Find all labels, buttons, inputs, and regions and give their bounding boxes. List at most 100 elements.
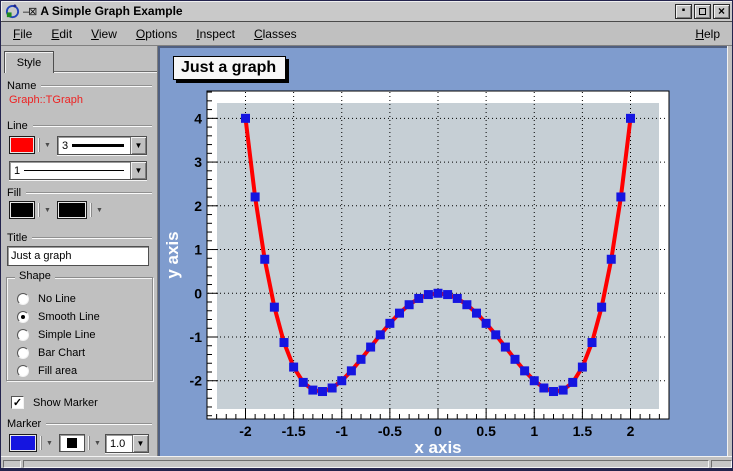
window-right-frame: [727, 46, 732, 456]
radio-icon[interactable]: [17, 293, 29, 305]
marker-size-dropdown-icon[interactable]: ▼: [132, 435, 148, 452]
line-style-combobox[interactable]: 1 ▼: [9, 161, 147, 180]
y-tick-label: 2: [194, 198, 202, 214]
shape-option-label: Simple Line: [38, 329, 96, 341]
data-marker: [250, 192, 260, 202]
data-marker: [481, 318, 491, 328]
close-button[interactable]: ×: [713, 3, 730, 19]
x-tick-label: 0: [434, 423, 442, 439]
menu-item-view[interactable]: View: [91, 26, 117, 41]
menu-item-inspect[interactable]: Inspect: [196, 26, 235, 41]
line-color-dropdown-icon[interactable]: ▼: [39, 138, 53, 152]
data-marker: [577, 362, 587, 372]
x-tick-label: -0.5: [378, 423, 402, 439]
x-tick-label: 2: [627, 423, 635, 439]
shape-groupbox: Shape No Line Smooth Line Simple Line Bar C…: [6, 270, 153, 381]
data-marker: [423, 290, 433, 300]
statusbar-message-cell: [23, 460, 709, 468]
data-marker: [241, 113, 250, 123]
statusbar: [1, 456, 732, 470]
line-section-header: Line: [7, 120, 152, 132]
marker-style-button[interactable]: [59, 434, 85, 452]
marker-color-swatch[interactable]: [9, 434, 37, 452]
root-canvas[interactable]: Just a graph -2 -1.5 -1 -0.5 0 0.5 1 1.5 2 -2 -1 0 1…: [158, 46, 729, 456]
marker-color-dropdown-icon[interactable]: ▼: [41, 436, 55, 450]
marker-size-combobox[interactable]: 1.0 ▼: [105, 434, 149, 453]
graph-editor-panel: Style Name Graph::TGraph Line ▼ 3 ▼ 1 ▼ …: [1, 46, 158, 456]
show-marker-row[interactable]: ✓ Show Marker: [11, 396, 98, 409]
window-title: A Simple Graph Example: [40, 4, 183, 18]
y-tick-label: 4: [194, 110, 202, 126]
data-marker: [375, 330, 385, 340]
tab-style[interactable]: Style: [4, 51, 54, 73]
shape-option-simple-line[interactable]: Simple Line: [17, 328, 95, 342]
x-tick-label: -1.5: [282, 423, 306, 439]
menu-item-file[interactable]: File: [13, 26, 33, 41]
x-tick-label: 0.5: [476, 423, 496, 439]
marker-section-header: Marker: [7, 418, 152, 430]
marker-style-dropdown-icon[interactable]: ▼: [89, 436, 103, 450]
line-width-dropdown-icon[interactable]: ▼: [130, 137, 146, 154]
shape-option-label: Fill area: [38, 365, 78, 377]
menu-item-options[interactable]: Options: [135, 26, 178, 41]
line-style-dropdown-icon[interactable]: ▼: [130, 162, 146, 179]
data-marker: [597, 302, 607, 312]
data-marker: [616, 192, 626, 202]
data-marker: [520, 366, 530, 376]
shape-option-label: Bar Chart: [38, 347, 86, 359]
shape-option-bar-chart[interactable]: Bar Chart: [17, 346, 85, 360]
show-marker-checkbox[interactable]: ✓: [11, 396, 24, 409]
shape-option-fill-area[interactable]: Fill area: [17, 364, 77, 378]
graph-plot[interactable]: -2 -1.5 -1 -0.5 0 0.5 1 1.5 2 -2 -1 0 1 2 3 4 x axis y ax…: [158, 46, 729, 456]
data-marker: [385, 318, 395, 328]
statusbar-right-cell: [711, 460, 732, 468]
y-tick-label: 3: [194, 154, 202, 170]
iconify-button[interactable]: ▪: [675, 3, 692, 19]
radio-icon[interactable]: [17, 311, 29, 323]
data-marker: [327, 383, 337, 393]
data-marker: [433, 288, 443, 298]
x-tick-label: 1.5: [573, 423, 593, 439]
data-marker: [539, 383, 549, 393]
fill-color-dropdown-icon[interactable]: ▼: [39, 203, 53, 217]
menu-item-help[interactable]: Help: [695, 26, 720, 41]
name-section-header: Name: [7, 80, 152, 92]
y-tick-label: 1: [194, 242, 202, 258]
line-width-combobox[interactable]: 3 ▼: [57, 136, 147, 155]
data-marker: [289, 362, 299, 372]
radio-icon[interactable]: [17, 347, 29, 359]
line-color-swatch[interactable]: [9, 136, 35, 154]
y-tick-label: 0: [194, 285, 202, 301]
plot-title-box[interactable]: Just a graph: [173, 56, 286, 80]
data-marker: [510, 354, 520, 364]
radio-icon[interactable]: [17, 329, 29, 341]
maximize-button[interactable]: [694, 3, 711, 19]
title-section-header: Title: [7, 232, 152, 244]
data-marker: [452, 293, 462, 303]
data-marker: [462, 300, 472, 310]
radio-icon[interactable]: [17, 365, 29, 377]
data-marker: [337, 376, 347, 386]
data-marker: [269, 302, 279, 312]
data-marker: [318, 387, 327, 397]
menu-item-classes[interactable]: Classes: [253, 26, 297, 41]
shape-option-label: No Line: [38, 293, 76, 305]
fill-pattern-dropdown-icon[interactable]: ▼: [91, 203, 105, 217]
data-marker: [346, 366, 356, 376]
fill-color-swatch[interactable]: [9, 201, 35, 219]
y-tick-label: -2: [190, 373, 203, 389]
shape-option-smooth-line[interactable]: Smooth Line: [17, 310, 100, 324]
shape-option-no-line[interactable]: No Line: [17, 292, 76, 306]
data-marker: [356, 354, 366, 364]
root-logo-icon: [5, 3, 20, 18]
fill-pattern-swatch[interactable]: [57, 201, 87, 219]
pin-icon: –⊠: [23, 5, 37, 18]
y-axis-title: y axis: [163, 231, 182, 278]
statusbar-grip: [3, 460, 21, 468]
x-axis-title: x axis: [414, 438, 461, 456]
y-tick-label: -1: [190, 329, 203, 345]
menu-item-edit[interactable]: Edit: [51, 26, 73, 41]
title-input[interactable]: [7, 246, 149, 266]
data-marker: [443, 290, 453, 300]
